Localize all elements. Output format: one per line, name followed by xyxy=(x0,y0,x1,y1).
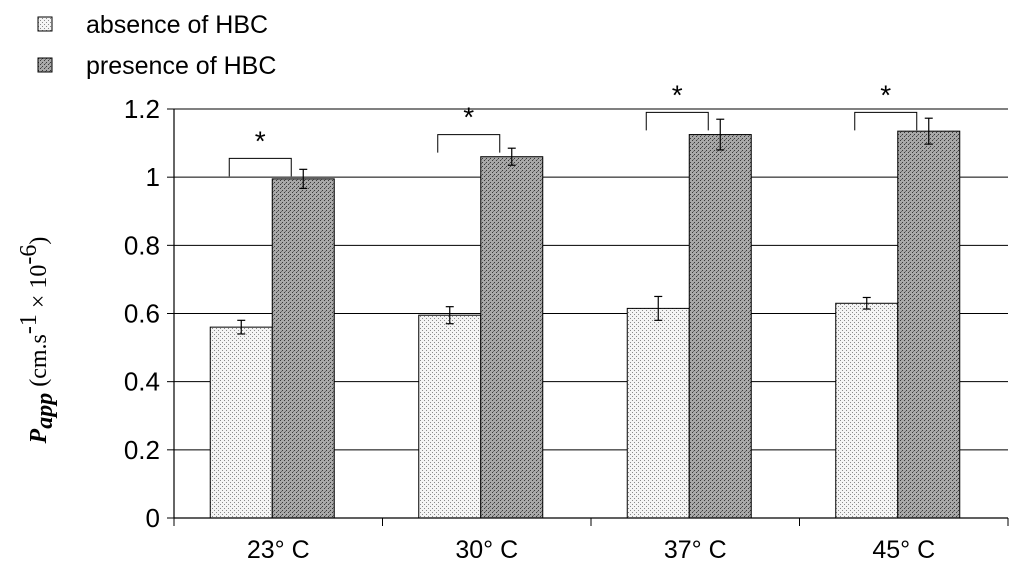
bar-absence xyxy=(835,302,899,519)
bar-absence xyxy=(418,314,482,519)
legend-item-absence: absence of HBC xyxy=(37,11,268,39)
y-tick-label: 0.2 xyxy=(124,435,160,465)
legend-item-presence: presence of HBC xyxy=(37,52,276,80)
bar-presence xyxy=(271,178,335,519)
significance-bracket xyxy=(228,157,292,177)
significance-bracket xyxy=(854,111,918,131)
y-axis-units-mid: × 10 xyxy=(26,265,52,315)
y-tick-label: 0 xyxy=(146,503,160,533)
y-tick-labels: 0 0.2 0.4 0.6 0.8 1 1.2 xyxy=(124,94,160,533)
axes xyxy=(167,108,1009,526)
y-tick-label: 0.4 xyxy=(124,367,160,397)
y-tick-label: 0.8 xyxy=(124,230,160,260)
y-axis-units-prefix: (cm.s xyxy=(26,334,52,387)
y-tick-label: 1 xyxy=(146,162,160,192)
bar-absence xyxy=(209,326,273,519)
legend-label-presence: presence of HBC xyxy=(86,52,276,80)
significance-star: * xyxy=(880,79,891,110)
significance-annotations: * * * * xyxy=(228,79,918,177)
legend-swatch-absence xyxy=(37,16,53,32)
y-axis-label: Papp (cm.s-1 × 10-6) xyxy=(16,237,58,445)
bar-presence xyxy=(480,156,544,519)
significance-bracket xyxy=(645,111,709,131)
significance-star: * xyxy=(255,125,266,156)
y-tick-label: 1.2 xyxy=(124,94,160,124)
x-category-label: 23° C xyxy=(247,536,310,564)
legend: absence of HBC presence of HBC xyxy=(37,11,276,80)
legend-label-absence: absence of HBC xyxy=(86,11,268,39)
x-category-label: 37° C xyxy=(664,536,727,564)
x-category-label: 45° C xyxy=(872,536,935,564)
x-category-labels: 23° C 30° C 37° C 45° C xyxy=(247,536,935,564)
y-axis-subscript: app xyxy=(32,393,58,429)
bars xyxy=(209,130,961,519)
y-axis-units-exp1: -1 xyxy=(16,314,42,334)
legend-swatch-presence xyxy=(37,57,53,73)
error-bars xyxy=(237,117,933,335)
y-axis-symbol: P xyxy=(26,428,52,444)
bar-presence xyxy=(897,130,961,519)
significance-star: * xyxy=(463,102,474,133)
y-axis-units-suffix: ) xyxy=(26,237,52,245)
significance-bracket xyxy=(437,134,501,153)
bar-presence xyxy=(688,134,752,519)
bar-absence xyxy=(626,307,690,519)
y-tick-label: 0.6 xyxy=(124,299,160,329)
x-category-label: 30° C xyxy=(455,536,518,564)
y-axis-units-exp2: -6 xyxy=(16,245,42,265)
significance-star: * xyxy=(672,79,683,110)
